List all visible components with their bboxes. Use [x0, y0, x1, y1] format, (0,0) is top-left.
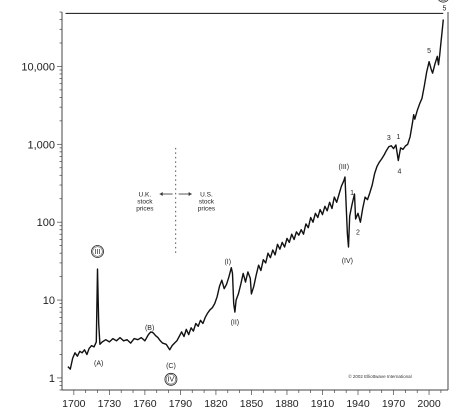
x-tick-label: 1880 [275, 398, 299, 410]
x-tick-label: 1970 [382, 398, 406, 410]
wave-label: 5 [427, 48, 431, 55]
wave-annotation: (A) [94, 361, 103, 368]
wave-annotation: 3 [387, 135, 391, 142]
series-line [67, 19, 444, 370]
wave-label: IV [168, 377, 175, 384]
wave-annotation: (II) [231, 320, 240, 327]
wave-label-inner-circle [92, 246, 103, 257]
wave-annotation: 1 [350, 190, 354, 197]
wave-label: V [441, 0, 446, 1]
wave-label: 3 [387, 135, 391, 142]
wave-annotation: 5 [427, 48, 431, 55]
credit-layer: © 2002 Elliottwave International [348, 373, 411, 379]
x-tick-label: 1760 [133, 398, 157, 410]
wave-annotation: (IV) [342, 258, 353, 265]
y-tick-label: 10 [43, 295, 55, 307]
wave-label: 4 [398, 169, 402, 176]
wave-annotation: IV [164, 372, 178, 386]
note-line: U.K. [139, 191, 152, 198]
wave-label: (III) [339, 164, 350, 171]
wave-annotation: 2 [356, 229, 360, 236]
y-tick-label: 100 [37, 217, 55, 229]
x-tick-label: 1700 [62, 398, 86, 410]
note-line: prices [198, 205, 216, 212]
wave-annotation: III [91, 245, 104, 258]
wave-label: III [95, 249, 101, 256]
wave-label: (II) [231, 320, 240, 327]
x-tick-label: 2000 [417, 398, 441, 410]
x-axis: 1700 1730 1760 1790 1820 1850 1880 1910 1940 1970… [62, 390, 442, 410]
wave-annotation: (C) [166, 363, 176, 370]
wave-label: (I) [224, 259, 231, 266]
right-arrow-head [188, 192, 192, 197]
wave-label: (A) [94, 361, 103, 368]
copyright-credit: © 2002 Elliottwave International [348, 373, 411, 379]
wave-label: 1 [350, 190, 354, 197]
note-line: prices [136, 205, 154, 212]
wave-label: 5 [442, 6, 446, 13]
wave-annotation: 5 [442, 6, 446, 13]
y-axis: 1 10 100 1,000 10,000 [21, 11, 62, 391]
note-text: U.K. stock prices [136, 191, 154, 212]
x-tick-label: 1820 [204, 398, 228, 410]
wave-annotation: (B) [145, 325, 154, 332]
wave-annotation: 4 [398, 169, 402, 176]
x-tick-label: 1910 [311, 398, 335, 410]
wave-annotation: V [438, 0, 449, 3]
y-tick-label: 1,000 [27, 139, 55, 151]
note-line: U.S. [200, 191, 213, 198]
y-tick-label: 1 [49, 373, 55, 385]
wave-label: (B) [145, 325, 154, 332]
plot-frame-layer [61, 12, 449, 391]
x-tick-label: 1940 [346, 398, 370, 410]
wave-annotation: 1 [396, 134, 400, 141]
wave-annotation: (III) [339, 164, 350, 171]
x-tick-label: 1790 [169, 398, 193, 410]
series-layer [65, 12, 444, 370]
wave-label: 1 [396, 134, 400, 141]
wave-label-inner-circle [440, 0, 447, 2]
x-tick-label: 1730 [98, 398, 122, 410]
wave-label-inner-circle [165, 374, 176, 385]
left-arrow-head [159, 192, 163, 197]
annotation-layer: III(A)(B)(C)IV(I)(II)(III)1(IV)23145V5 [91, 0, 449, 386]
y-tick-label: 10,000 [21, 61, 55, 73]
x-tick-label: 1850 [240, 398, 264, 410]
note-text: U.S. stock prices [198, 191, 216, 212]
wave-label: (C) [166, 363, 176, 370]
wave-label-circle [91, 245, 104, 258]
note-line: stock [199, 198, 215, 205]
wave-label-circle [164, 372, 178, 386]
wave-label: (IV) [342, 258, 353, 265]
note-line: stock [137, 198, 153, 205]
wave-label: 2 [356, 229, 360, 236]
wave-annotation: (I) [224, 259, 231, 266]
